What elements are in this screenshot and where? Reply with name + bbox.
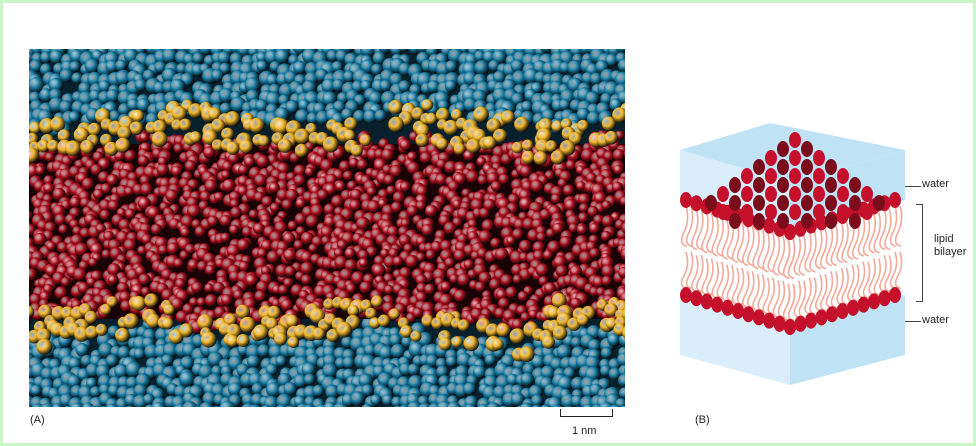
water-bottom-leader bbox=[905, 321, 921, 322]
bilayer-schematic bbox=[665, 95, 905, 395]
molecular-model-panel bbox=[29, 49, 625, 407]
lipid-bilayer-label-line1: lipid bbox=[934, 233, 954, 245]
water-top-leader bbox=[905, 186, 921, 187]
bilayer-brace bbox=[916, 204, 923, 302]
water-top-label: water bbox=[922, 178, 949, 190]
molecular-model-image bbox=[29, 49, 625, 407]
bilayer-block-image bbox=[680, 123, 905, 385]
panel-b-label: (B) bbox=[695, 414, 710, 426]
scale-bar bbox=[560, 408, 613, 422]
scale-bar-label: 1 nm bbox=[572, 425, 597, 437]
lipid-bilayer-label-line2: bilayer bbox=[934, 246, 967, 258]
panel-a-label: (A) bbox=[30, 414, 45, 426]
lipid-bilayer-label: lipid bilayer bbox=[934, 233, 966, 259]
water-bottom-label: water bbox=[922, 314, 949, 326]
